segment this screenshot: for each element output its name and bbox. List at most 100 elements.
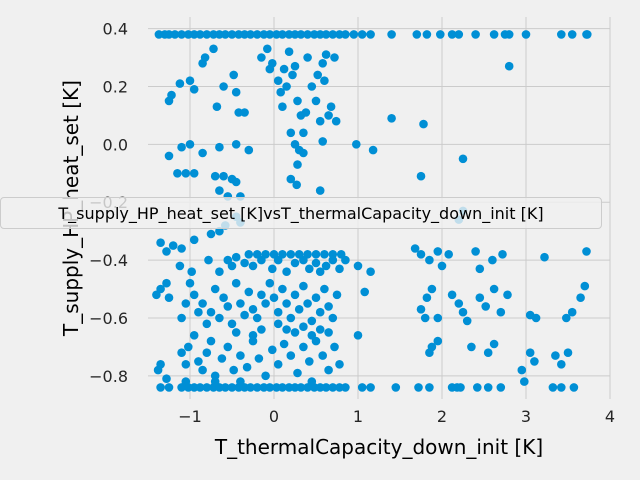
- x-tick-label: 4: [605, 407, 615, 426]
- scatter-point: [156, 238, 165, 247]
- scatter-point: [366, 267, 375, 277]
- scatter-point: [254, 354, 264, 363]
- scatter-point: [447, 30, 457, 39]
- scatter-point: [496, 383, 506, 392]
- scatter-point: [284, 47, 294, 56]
- scatter-point: [299, 322, 308, 332]
- scatter-point: [454, 30, 464, 39]
- scatter-point: [284, 30, 294, 39]
- scatter-point: [279, 339, 289, 349]
- scatter-point: [433, 336, 443, 346]
- scatter-point: [582, 247, 591, 256]
- scatter-point: [419, 119, 428, 129]
- scatter-point: [221, 383, 230, 392]
- scatter-point: [244, 145, 254, 155]
- scatter-point: [202, 348, 212, 358]
- scatter-point: [328, 30, 338, 39]
- scatter-point: [299, 255, 308, 265]
- scatter-point: [335, 360, 344, 369]
- scatter-point: [154, 30, 164, 39]
- scatter-point: [189, 85, 199, 94]
- scatter-point: [332, 290, 342, 300]
- scatter-point: [303, 299, 312, 308]
- scatter-point: [189, 331, 199, 340]
- y-tick-label: 0.0: [103, 135, 128, 154]
- scatter-point: [173, 169, 182, 178]
- scatter-point: [164, 383, 174, 392]
- scatter-point: [563, 348, 573, 358]
- scatter-point: [181, 299, 191, 308]
- scatter-point: [496, 307, 506, 317]
- scatter-point: [246, 383, 255, 392]
- scatter-point: [229, 365, 238, 375]
- scatter-point: [185, 76, 195, 85]
- scatter-point: [198, 365, 207, 375]
- scatter-point: [175, 261, 185, 271]
- scatter-point: [341, 255, 350, 265]
- scatter-point: [456, 383, 465, 392]
- scatter-point: [321, 383, 331, 392]
- scatter-point: [177, 142, 186, 152]
- scatter-point: [248, 305, 258, 314]
- scatter-point: [458, 307, 468, 317]
- scatter-point: [273, 319, 283, 329]
- scatter-point: [580, 281, 590, 291]
- scatter-point: [185, 140, 195, 149]
- scatter-point: [473, 383, 482, 392]
- scatter-point: [231, 177, 241, 187]
- scatter-point: [328, 383, 338, 392]
- scatter-point: [294, 305, 304, 314]
- scatter-point: [307, 316, 317, 326]
- scatter-point: [290, 258, 300, 268]
- scatter-point: [360, 287, 370, 297]
- scatter-point: [427, 342, 437, 352]
- scatter-point: [162, 247, 171, 256]
- scatter-point: [278, 30, 287, 39]
- scatter-point: [520, 377, 529, 386]
- scatter-point: [195, 383, 205, 392]
- scatter-point: [293, 368, 302, 378]
- scatter-point: [335, 264, 344, 274]
- scatter-point: [195, 30, 205, 39]
- scatter-point: [481, 302, 491, 311]
- scatter-point: [200, 53, 210, 62]
- scatter-point: [315, 267, 325, 277]
- scatter-point: [503, 290, 512, 300]
- scatter-point: [282, 325, 291, 334]
- scatter-point: [416, 305, 426, 314]
- scatter-point: [198, 148, 207, 158]
- scatter-point: [416, 250, 426, 259]
- scatter-point: [352, 140, 361, 149]
- scatter-point: [315, 30, 325, 39]
- scatter-point: [427, 284, 437, 294]
- scatter-point: [471, 30, 480, 39]
- scatter-point: [206, 307, 216, 317]
- scatter-point: [234, 30, 243, 39]
- data-points: [152, 30, 592, 392]
- scatter-point: [557, 30, 566, 39]
- scatter-point: [425, 255, 434, 265]
- scatter-point: [353, 261, 363, 271]
- scatter-point: [324, 302, 333, 311]
- scatter-point: [284, 383, 294, 392]
- scatter-point: [422, 293, 432, 303]
- scatter-point: [273, 255, 283, 265]
- scatter-point: [261, 371, 270, 381]
- scatter-point: [156, 360, 165, 369]
- scatter-point: [458, 154, 468, 164]
- scatter-point: [272, 383, 281, 392]
- scatter-point: [236, 299, 245, 308]
- scatter-point: [315, 116, 325, 126]
- scatter-point: [353, 331, 363, 340]
- scatter-point: [248, 331, 258, 340]
- scatter-point: [286, 128, 296, 138]
- scatter-point: [412, 30, 422, 39]
- scatter-point: [521, 30, 531, 39]
- scatter-point: [569, 383, 579, 392]
- scatter-point: [517, 365, 527, 375]
- scatter-point: [242, 362, 252, 372]
- y-tick-label: −0.8: [89, 367, 128, 386]
- scatter-point: [181, 169, 191, 178]
- scatter-point: [290, 383, 300, 392]
- scatter-point: [215, 313, 224, 323]
